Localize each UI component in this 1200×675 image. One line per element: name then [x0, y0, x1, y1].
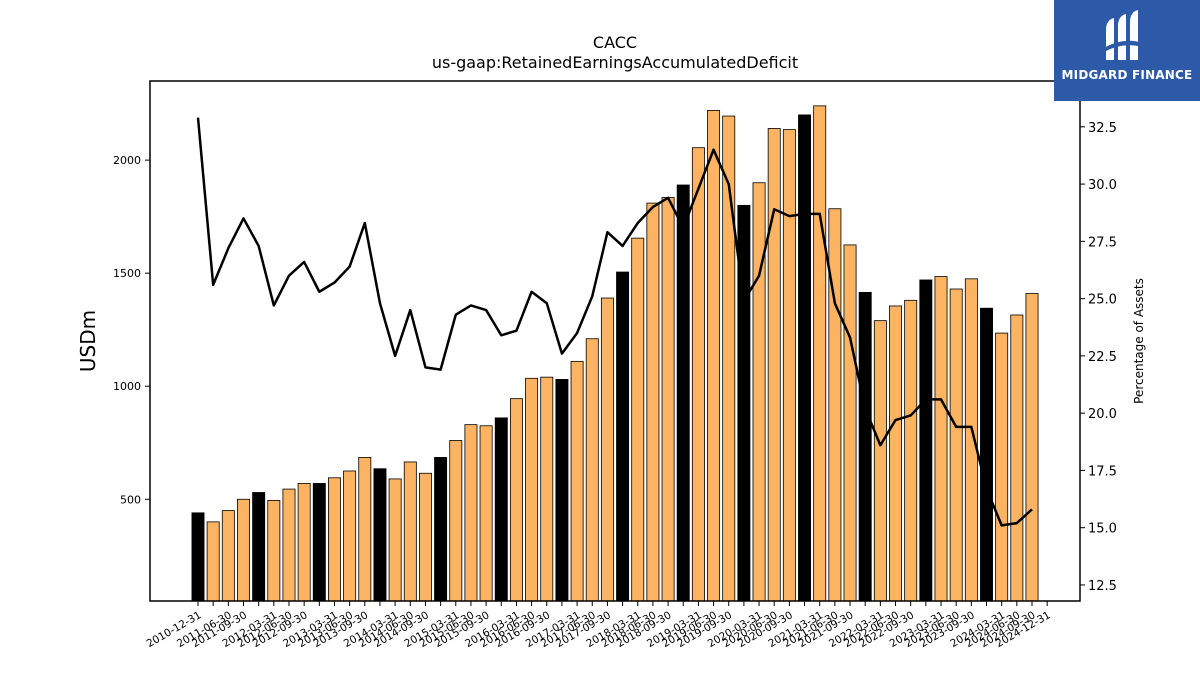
bar [358, 457, 372, 602]
bar [995, 332, 1009, 602]
bar [312, 483, 326, 602]
bar [934, 276, 948, 602]
bar [813, 105, 827, 602]
bar [464, 424, 478, 602]
bar [570, 360, 584, 602]
x-axis: 2010-12-312011-06-302011-09-302012-03-31… [145, 601, 1053, 650]
bar-series [191, 105, 1039, 602]
y-axis-left: 500 1000 1500 2000 [113, 154, 150, 506]
bar [646, 202, 660, 602]
bar [767, 128, 781, 602]
y2-tick-label: 22.5 [1088, 350, 1117, 365]
midgard-logo-icon [1104, 10, 1146, 60]
bar [752, 182, 766, 602]
bar [525, 377, 539, 602]
bar [191, 512, 205, 602]
bar [328, 477, 341, 602]
y2-tick-label: 30.0 [1088, 178, 1117, 193]
y-tick-label: 1500 [113, 267, 141, 280]
y-axis-label: USDm [76, 310, 100, 372]
percentage-line [196, 117, 1033, 527]
chart-subtitle: us-gaap:RetainedEarningsAccumulatedDefic… [432, 53, 798, 72]
bar [949, 288, 963, 602]
bar [616, 271, 630, 602]
bar [843, 244, 857, 602]
bar [479, 425, 493, 602]
y2-tick-label: 15.0 [1088, 522, 1117, 537]
bar [206, 521, 220, 602]
y2-tick-label: 17.5 [1088, 464, 1117, 479]
bar [237, 498, 250, 602]
bar [904, 299, 918, 602]
bar [691, 147, 705, 602]
bar [403, 461, 417, 602]
y-tick-label: 1000 [113, 380, 141, 393]
bar [388, 478, 402, 602]
bar [661, 197, 675, 602]
bar [267, 499, 281, 602]
bar [676, 184, 690, 602]
bar [1025, 293, 1039, 602]
line-series [196, 117, 1033, 527]
y-tick-label: 500 [120, 493, 141, 506]
bar [343, 470, 357, 602]
y2-tick-label: 12.5 [1088, 579, 1117, 594]
bar [282, 488, 296, 602]
bar [600, 297, 614, 602]
bar [919, 279, 933, 602]
bar [509, 398, 523, 602]
bar [494, 417, 508, 602]
bar [221, 510, 235, 602]
plot-frame [149, 80, 1081, 602]
bar [252, 492, 266, 602]
bar [540, 376, 554, 602]
y-tick-label: 2000 [113, 154, 141, 167]
bar [798, 114, 812, 602]
bar [873, 320, 887, 602]
y2-tick-label: 25.0 [1088, 293, 1117, 308]
y2-tick-label: 27.5 [1088, 235, 1117, 250]
bar [434, 457, 448, 602]
bar [858, 291, 872, 602]
bar [782, 129, 796, 602]
bar [631, 237, 645, 602]
bar [889, 305, 902, 602]
bar [297, 483, 311, 602]
y2-axis-label: Percentage of Assets [1132, 278, 1146, 404]
bar [707, 109, 721, 602]
bar [418, 472, 432, 602]
bar [449, 440, 463, 602]
y-axis-right: 12.5 15.0 17.5 20.0 22.5 25.0 27.5 30.0 32.5 [1080, 121, 1117, 594]
brand-name: MIDGARD FINANCE [1061, 68, 1193, 82]
brand-logo: MIDGARD FINANCE [1054, 0, 1200, 101]
bar [828, 208, 842, 602]
bar [1010, 314, 1024, 602]
chart-title: CACC [593, 33, 637, 52]
bar [980, 307, 993, 602]
y2-tick-label: 20.0 [1088, 407, 1117, 422]
bar [585, 338, 599, 602]
y2-tick-label: 32.5 [1088, 121, 1117, 136]
bar [373, 468, 387, 602]
bar [555, 379, 569, 602]
